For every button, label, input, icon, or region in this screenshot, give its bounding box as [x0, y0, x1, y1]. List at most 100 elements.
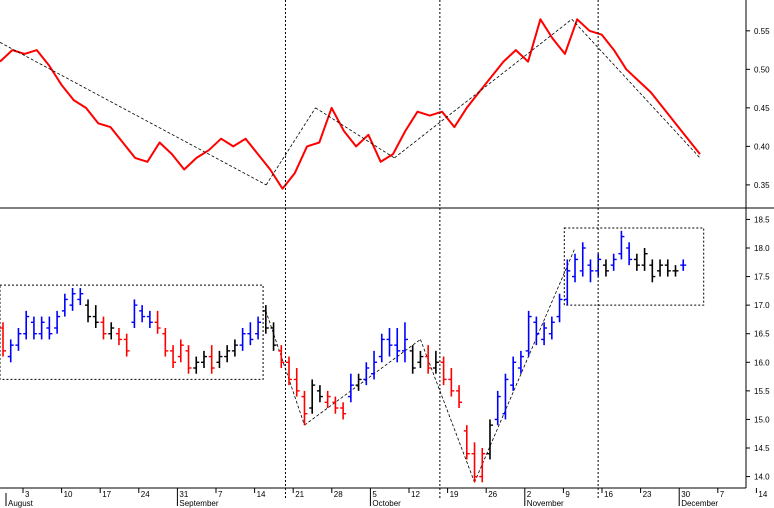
x-tick-label: 10	[64, 490, 73, 499]
y-tick-label: 16.0	[754, 358, 770, 367]
ohlc-bar	[231, 339, 238, 357]
ohlc-bar	[46, 316, 53, 340]
price-trend-line	[304, 339, 421, 426]
ohlc-bar	[432, 350, 439, 374]
ohlc-bar	[657, 259, 664, 277]
ohlc-bar	[270, 322, 277, 351]
ohlc-bar	[502, 373, 509, 420]
ohlc-bar	[200, 350, 207, 368]
ohlc-bar	[633, 253, 640, 271]
ohlc-bar	[641, 248, 648, 271]
y-tick-label: 15.0	[754, 415, 770, 424]
month-label: August	[8, 499, 34, 508]
price-trend-line	[474, 247, 576, 483]
x-tick-label: 23	[643, 490, 652, 499]
price-panel: 14.0 14.5 15.0 15.5 16.0 16.5 17.0 17.5 18.0 18.5	[0, 215, 770, 483]
ohlc-bar	[286, 356, 293, 386]
month-label: September	[179, 499, 218, 508]
indicator-trend-line	[315, 107, 395, 159]
ohlc-bar	[293, 368, 300, 397]
y-tick-label: 14.5	[754, 444, 770, 453]
ohlc-bar	[247, 322, 254, 346]
ohlc-bar	[564, 259, 571, 306]
x-tick-label: 16	[604, 490, 613, 499]
ohlc-bar	[618, 230, 625, 260]
y-tick-label: 16.5	[754, 330, 770, 339]
ohlc-bar	[23, 310, 30, 340]
ohlc-bar	[0, 322, 6, 357]
indicator-trend-line	[0, 42, 267, 186]
ohlc-bar	[301, 390, 308, 426]
ohlc-bar	[162, 328, 169, 357]
ohlc-bar	[579, 242, 586, 277]
ohlc-bar	[363, 362, 370, 386]
ohlc-bar	[208, 345, 215, 374]
ohlc-bar	[139, 305, 146, 323]
y-tick-label: 18.0	[754, 244, 770, 253]
month-label: November	[527, 499, 564, 508]
ohlc-bar	[486, 419, 493, 460]
ohlc-bar	[471, 442, 478, 483]
x-tick-label: 7	[720, 490, 725, 499]
x-tick-label: 21	[295, 490, 304, 499]
ohlc-bar	[239, 328, 246, 351]
x-tick-label: 14	[257, 490, 266, 499]
ohlc-bar	[115, 328, 122, 346]
ohlc-bar	[386, 328, 393, 357]
ohlc-bar	[123, 333, 130, 357]
indicator-trend-line	[571, 18, 701, 159]
ohlc-bar	[672, 265, 679, 277]
y-tick-label: 0.45	[754, 104, 770, 113]
x-tick-label: 19	[450, 490, 459, 499]
ohlc-bar	[69, 288, 76, 311]
x-tick-label: 14	[758, 490, 767, 499]
ohlc-bar	[401, 322, 408, 363]
ohlc-bar	[61, 293, 68, 317]
ohlc-bar	[479, 448, 486, 483]
ohlc-bar	[185, 345, 192, 374]
y-tick-label: 14.0	[754, 473, 770, 482]
ohlc-bar	[177, 339, 184, 363]
ohlc-bar	[340, 402, 347, 420]
x-tick-label: 7	[218, 490, 223, 499]
ohlc-bar	[548, 316, 555, 340]
ohlc-bar	[417, 350, 424, 368]
ohlc-bar	[224, 345, 231, 363]
y-tick-label: 18.5	[754, 215, 770, 224]
ohlc-bar	[494, 390, 501, 426]
ohlc-bar	[92, 305, 99, 328]
ohlc-bar	[409, 345, 416, 374]
ohlc-bar	[371, 350, 378, 380]
y-tick-label: 15.5	[754, 387, 770, 396]
x-tick-label: 12	[411, 490, 420, 499]
ohlc-bar	[680, 259, 687, 271]
ohlc-bar	[602, 259, 609, 277]
y-tick-label: 0.35	[754, 181, 770, 190]
ohlc-bar	[38, 316, 45, 340]
x-tick-label: 24	[141, 490, 150, 499]
ohlc-bar	[262, 305, 269, 334]
ohlc-bar	[533, 316, 540, 346]
ohlc-bar	[610, 253, 617, 271]
ohlc-bar	[85, 299, 92, 323]
y-tick-label: 0.40	[754, 142, 770, 151]
ohlc-bar	[649, 259, 656, 283]
ohlc-bar	[347, 373, 354, 403]
y-tick-label: 17.0	[754, 301, 770, 310]
x-tick-label: 30	[681, 490, 690, 499]
month-label: December	[681, 499, 718, 508]
indicator-panel: 0.35 0.40 0.45 0.50 0.55	[0, 0, 774, 488]
ohlc-bar	[54, 310, 61, 334]
ohlc-bar	[332, 396, 339, 414]
ohlc-bar	[425, 345, 432, 374]
ohlc-bar	[440, 356, 447, 386]
ohlc-bar	[355, 373, 362, 391]
indicator-trend-line	[394, 18, 573, 159]
ohlc-bar	[572, 253, 579, 283]
ohlc-bar	[100, 316, 107, 340]
ohlc-bar	[525, 310, 532, 357]
month-label: October	[372, 499, 401, 508]
price-trend-line	[420, 339, 475, 483]
x-tick-label: 26	[488, 490, 497, 499]
ohlc-bar	[316, 385, 323, 403]
